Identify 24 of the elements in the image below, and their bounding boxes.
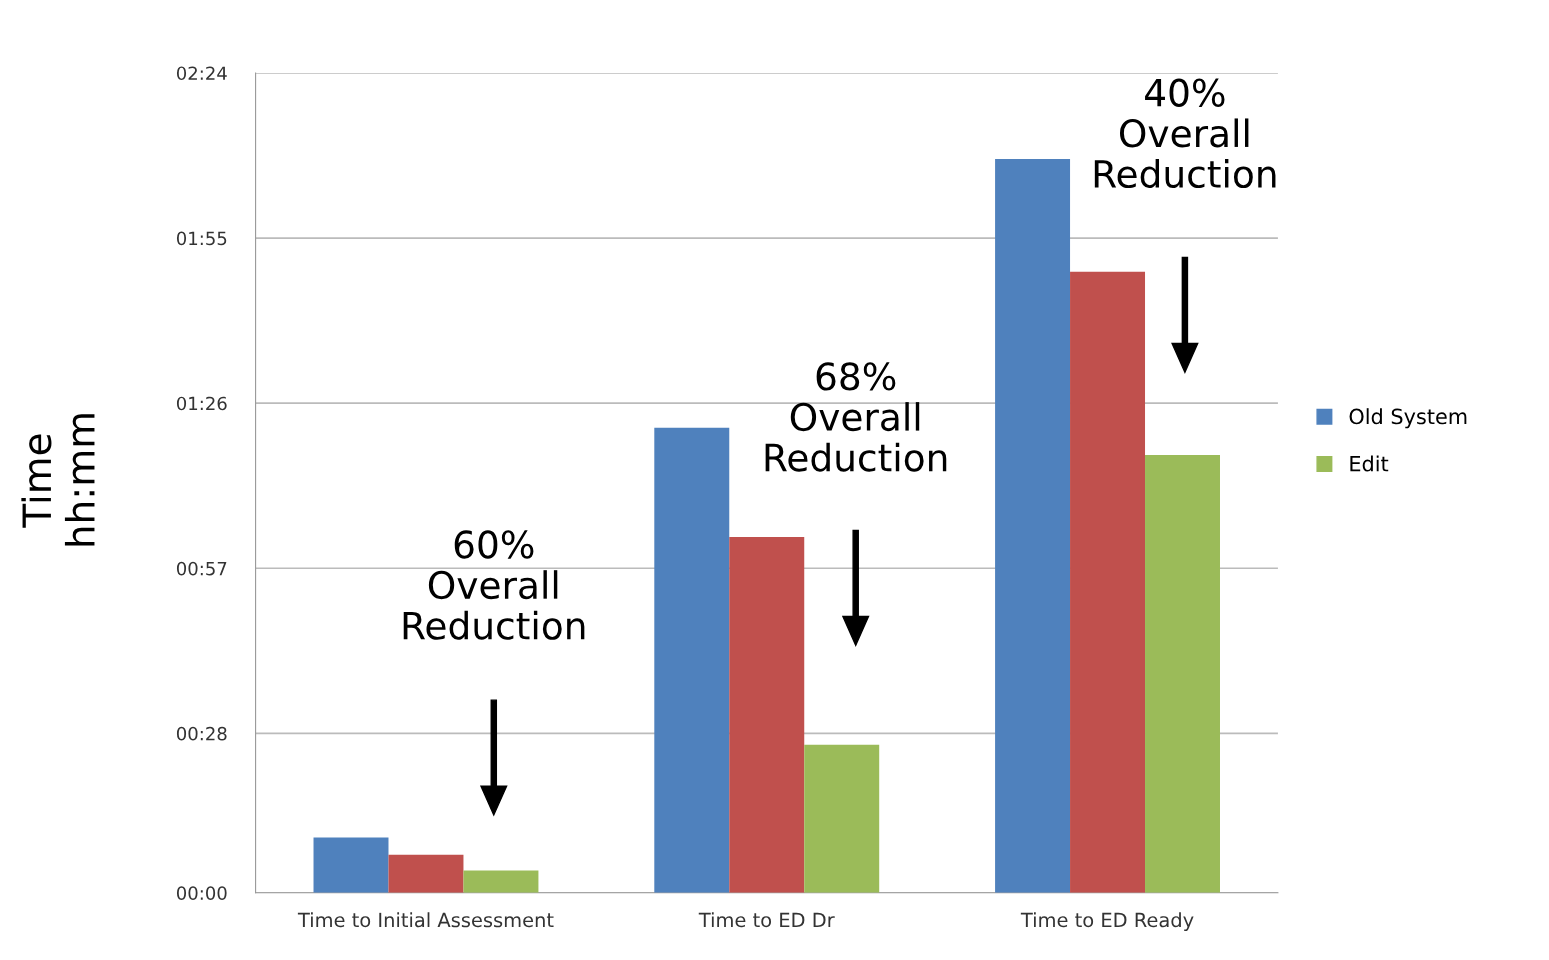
bar bbox=[388, 854, 464, 893]
bar bbox=[804, 744, 880, 893]
y-tick-label: 00:28 bbox=[176, 726, 227, 741]
y-axis-title: Time hh:mm bbox=[21, 414, 95, 546]
bar bbox=[654, 427, 730, 893]
bar bbox=[1145, 454, 1220, 893]
x-tick-label: Time to Initial Assessment bbox=[297, 912, 554, 928]
y-tick-label: 02:24 bbox=[176, 66, 227, 81]
bar bbox=[313, 837, 389, 893]
x-tick-label: Time to ED Dr bbox=[698, 912, 835, 928]
y-tick-label: 01:26 bbox=[176, 396, 227, 411]
y-tick-label: 01:55 bbox=[176, 231, 227, 246]
x-tick-label: Time to ED Ready bbox=[1020, 912, 1194, 932]
legend-label: Edit bbox=[1350, 455, 1389, 472]
annotation: 68% Overall Reduction bbox=[765, 362, 947, 472]
y-tick-label: 00:57 bbox=[176, 561, 227, 576]
annotation: 40% Overall Reduction bbox=[1094, 78, 1276, 189]
bar bbox=[729, 536, 805, 893]
annotation: 60% Overall Reduction bbox=[403, 530, 585, 640]
bar bbox=[995, 158, 1071, 893]
bar bbox=[1070, 271, 1146, 893]
bar bbox=[463, 870, 539, 893]
y-tick-label: 00:00 bbox=[176, 886, 227, 900]
legend-label: Old System bbox=[1349, 408, 1467, 429]
